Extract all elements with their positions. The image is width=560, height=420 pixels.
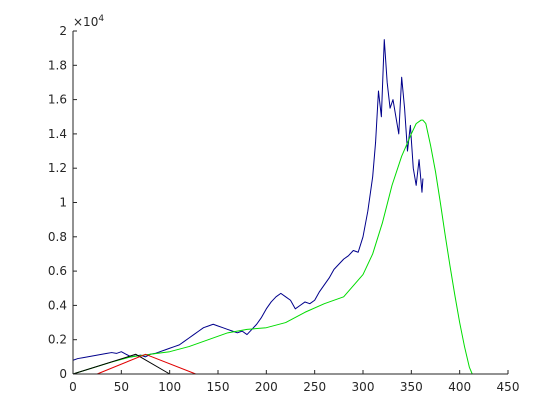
y-tick-label: 0	[59, 367, 67, 381]
x-tick-label: 0	[69, 380, 77, 394]
y-tick-label: 1	[59, 196, 67, 210]
x-tick-label: 150	[207, 380, 230, 394]
y-tick-label: 0.2	[48, 333, 67, 347]
x-tick-label: 200	[255, 380, 278, 394]
y-ticks: 0 0.2 0.4 0.6 0.8 1 1.2 1.4 1.6 1.8 2	[48, 24, 77, 381]
series-line-0	[72, 39, 424, 361]
axes	[72, 31, 508, 375]
y-tick-label: 2	[59, 24, 67, 38]
x-ticks: 0 50 100 150 200 250 300 350 400 450	[69, 370, 519, 394]
y-tick-label: 1.6	[48, 93, 67, 107]
y-multiplier-base: ×10	[73, 15, 98, 29]
x-tick-label: 400	[448, 380, 471, 394]
y-tick-label: 1.2	[48, 161, 67, 175]
series-line-3	[73, 353, 508, 375]
y-tick-label: 1.4	[48, 127, 67, 141]
plot-lines	[72, 39, 508, 375]
y-tick-label: 1.8	[48, 58, 67, 72]
x-tick-label: 350	[400, 380, 423, 394]
series-line-2	[72, 353, 170, 375]
x-tick-label: 100	[158, 380, 181, 394]
x-tick-label: 250	[303, 380, 326, 394]
series-line-1	[72, 119, 473, 375]
y-multiplier-exponent: 4	[98, 14, 104, 24]
y-tick-label: 0.8	[48, 230, 67, 244]
x-tick-label: 450	[497, 380, 520, 394]
y-multiplier-label: ×104	[73, 14, 104, 29]
y-tick-label: 0.6	[48, 264, 67, 278]
x-tick-label: 50	[114, 380, 129, 394]
x-tick-label: 300	[352, 380, 375, 394]
y-tick-label: 0.4	[48, 298, 67, 312]
